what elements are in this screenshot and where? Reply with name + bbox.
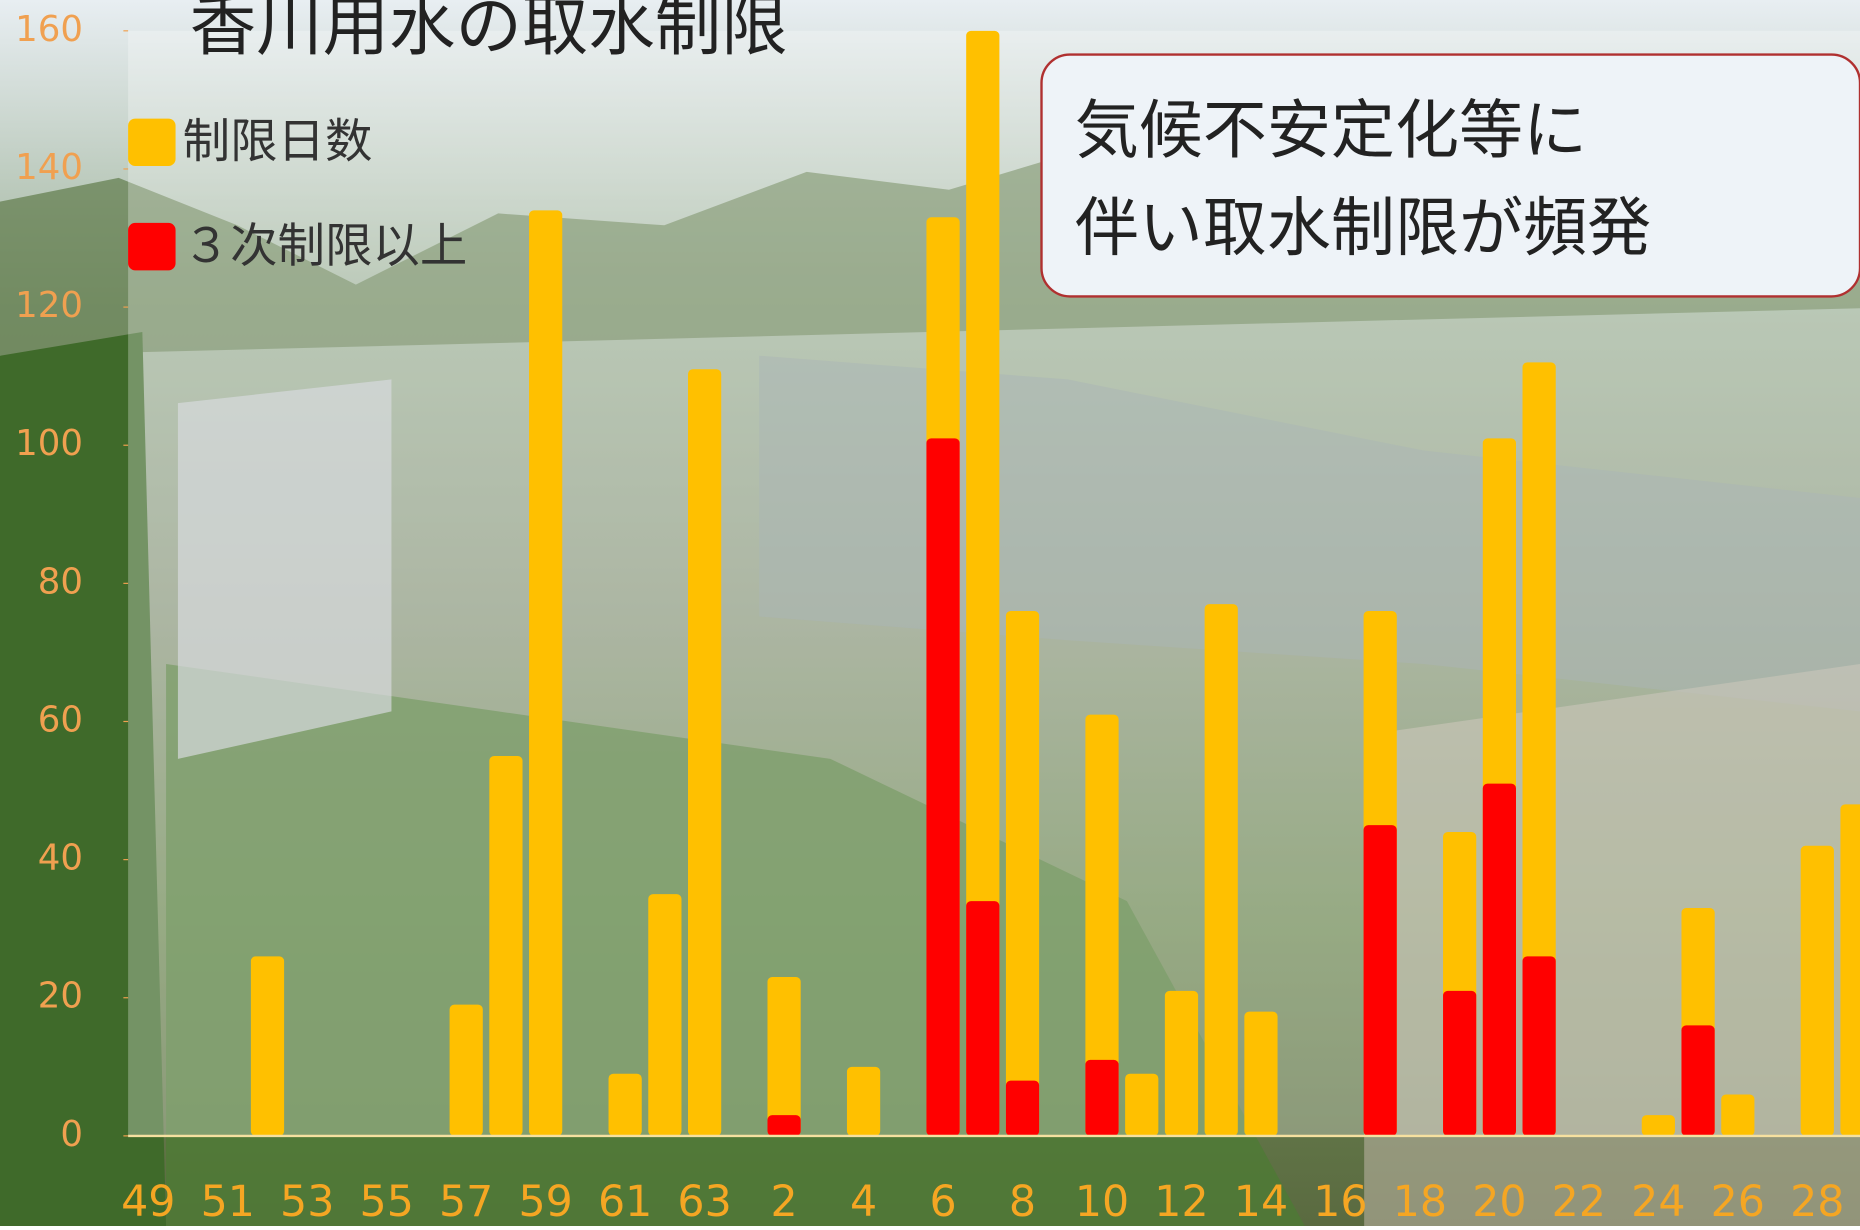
bar xyxy=(648,894,682,1136)
x-tick-label: 49 xyxy=(121,1177,175,1226)
x-tick-label: 22 xyxy=(1552,1177,1606,1226)
annotation-text: 伴い取水制限が頻発 xyxy=(1075,192,1651,266)
bar xyxy=(1840,804,1860,1136)
bar xyxy=(846,1066,881,1136)
bar xyxy=(250,956,285,1136)
annotation-text: 気候不安定化等に xyxy=(1075,95,1587,169)
bar xyxy=(608,1073,642,1136)
x-tick-label: 6 xyxy=(929,1177,956,1226)
bar xyxy=(1800,845,1834,1136)
legend-label: ３次制限以上 xyxy=(183,219,468,274)
y-tick-label: 0 xyxy=(60,1114,83,1155)
bar xyxy=(1005,1080,1040,1136)
dam xyxy=(177,379,392,759)
bar xyxy=(767,977,801,1136)
annotation-box xyxy=(1040,53,1860,298)
bar xyxy=(1522,362,1556,1136)
bar xyxy=(1681,1025,1715,1136)
bar xyxy=(926,438,960,1136)
x-tick-label: 2 xyxy=(771,1177,798,1226)
bar xyxy=(1085,1059,1119,1136)
legend-label: 制限日数 xyxy=(183,115,373,170)
x-tick-label: 53 xyxy=(280,1177,334,1226)
x-tick-label: 59 xyxy=(518,1177,572,1226)
x-tick-label: 20 xyxy=(1472,1177,1526,1226)
y-tick-label: 100 xyxy=(15,423,83,464)
y-tick-label: 140 xyxy=(15,147,83,188)
x-tick-label: 12 xyxy=(1154,1177,1208,1226)
x-tick-label: 55 xyxy=(360,1177,414,1226)
bar xyxy=(1204,604,1238,1136)
bar xyxy=(1085,714,1119,1136)
legend-swatch xyxy=(128,222,176,271)
forest xyxy=(0,331,167,1226)
bar xyxy=(1125,1073,1159,1136)
bar xyxy=(767,1115,801,1136)
y-tick-label: 20 xyxy=(38,976,83,1017)
x-tick-label: 8 xyxy=(1009,1177,1036,1226)
chart-title: 香川用水の取水制限 xyxy=(190,0,788,65)
bar xyxy=(449,1004,483,1136)
bar xyxy=(1721,1094,1755,1136)
bar xyxy=(1164,990,1199,1136)
bar xyxy=(1443,990,1477,1136)
x-tick-label: 63 xyxy=(677,1177,731,1226)
y-tick-label: 60 xyxy=(38,699,83,740)
bar xyxy=(1005,610,1040,1136)
y-tick-label: 120 xyxy=(15,285,83,326)
x-tick-label: 61 xyxy=(598,1177,652,1226)
x-tick-label: 14 xyxy=(1234,1177,1288,1226)
x-tick-label: 26 xyxy=(1711,1177,1765,1226)
bar xyxy=(1522,956,1556,1136)
x-tick-label: 28 xyxy=(1790,1177,1844,1226)
bar xyxy=(1244,1011,1278,1136)
bar xyxy=(966,30,1000,1136)
x-tick-label: 4 xyxy=(850,1177,877,1226)
x-tick-label: 24 xyxy=(1631,1177,1685,1226)
bar xyxy=(688,369,722,1136)
bar xyxy=(529,210,563,1136)
bar xyxy=(1363,825,1397,1136)
y-tick-label: 160 xyxy=(15,9,83,50)
bar xyxy=(966,901,1000,1136)
x-tick-label: 51 xyxy=(201,1177,255,1226)
y-tick-label: 40 xyxy=(38,838,83,879)
legend-swatch xyxy=(128,118,176,166)
x-tick-label: 57 xyxy=(439,1177,493,1226)
x-tick-label: 18 xyxy=(1393,1177,1447,1226)
bar xyxy=(489,756,523,1136)
x-tick-label: 16 xyxy=(1313,1177,1367,1226)
bars xyxy=(250,30,1860,1136)
bar xyxy=(1482,783,1516,1136)
x-tick-label: 10 xyxy=(1075,1177,1129,1226)
y-tick-label: 80 xyxy=(38,561,83,602)
bar xyxy=(1641,1115,1675,1136)
